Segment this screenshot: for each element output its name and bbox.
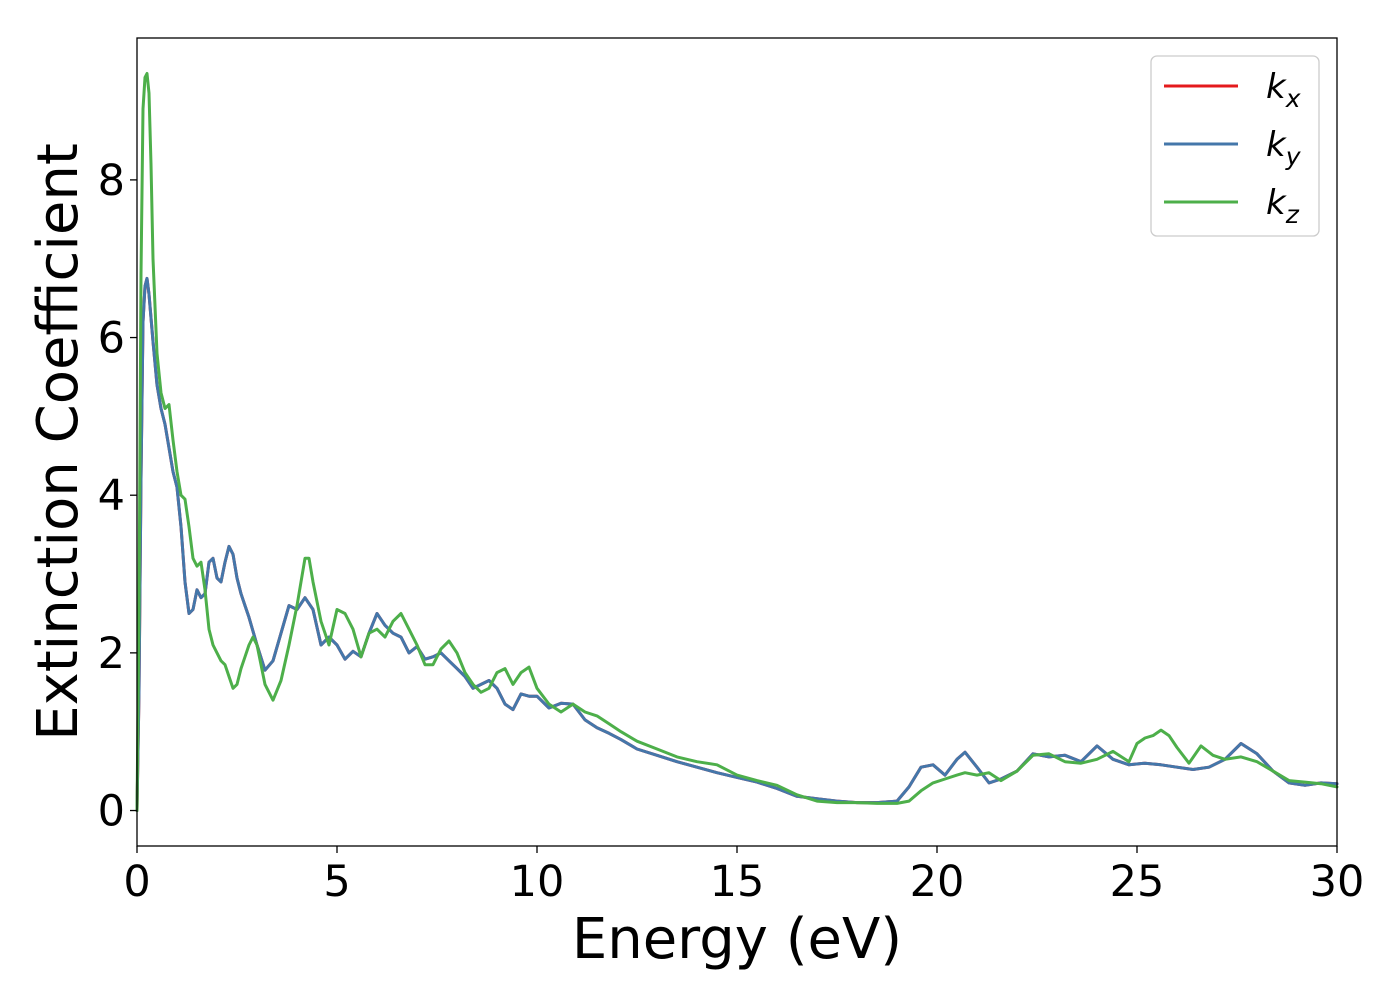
x-tick-label: 5 [323,857,350,907]
series-line-kz [135,72,1339,812]
y-tick-label: 6 [98,314,125,364]
x-tick-label: 0 [123,857,150,907]
x-axis-title: Energy (eV) [572,907,902,972]
x-tick-label: 30 [1310,857,1365,907]
y-tick-label: 2 [98,629,125,679]
x-tick-label: 15 [710,857,765,907]
y-axis: 0 2 4 6 8 [98,156,137,837]
legend-label-kx: kx [1266,67,1301,113]
y-tick-label: 8 [98,156,125,206]
legend-label-kz: kz [1266,183,1300,229]
series-layer [135,72,1339,812]
x-tick-label: 25 [1110,857,1165,907]
legend: kx ky kz [1150,55,1320,237]
plot-background [137,38,1337,846]
y-tick-label: 0 [98,787,125,837]
x-axis: 0 5 10 15 20 25 30 [123,846,1364,907]
y-tick-label: 4 [98,471,125,521]
legend-label-ky: ky [1266,125,1302,171]
legend-box [1150,55,1320,237]
x-tick-label: 10 [510,857,565,907]
y-axis-title: Extinction Coefficient [26,143,91,741]
x-tick-label: 20 [910,857,965,907]
